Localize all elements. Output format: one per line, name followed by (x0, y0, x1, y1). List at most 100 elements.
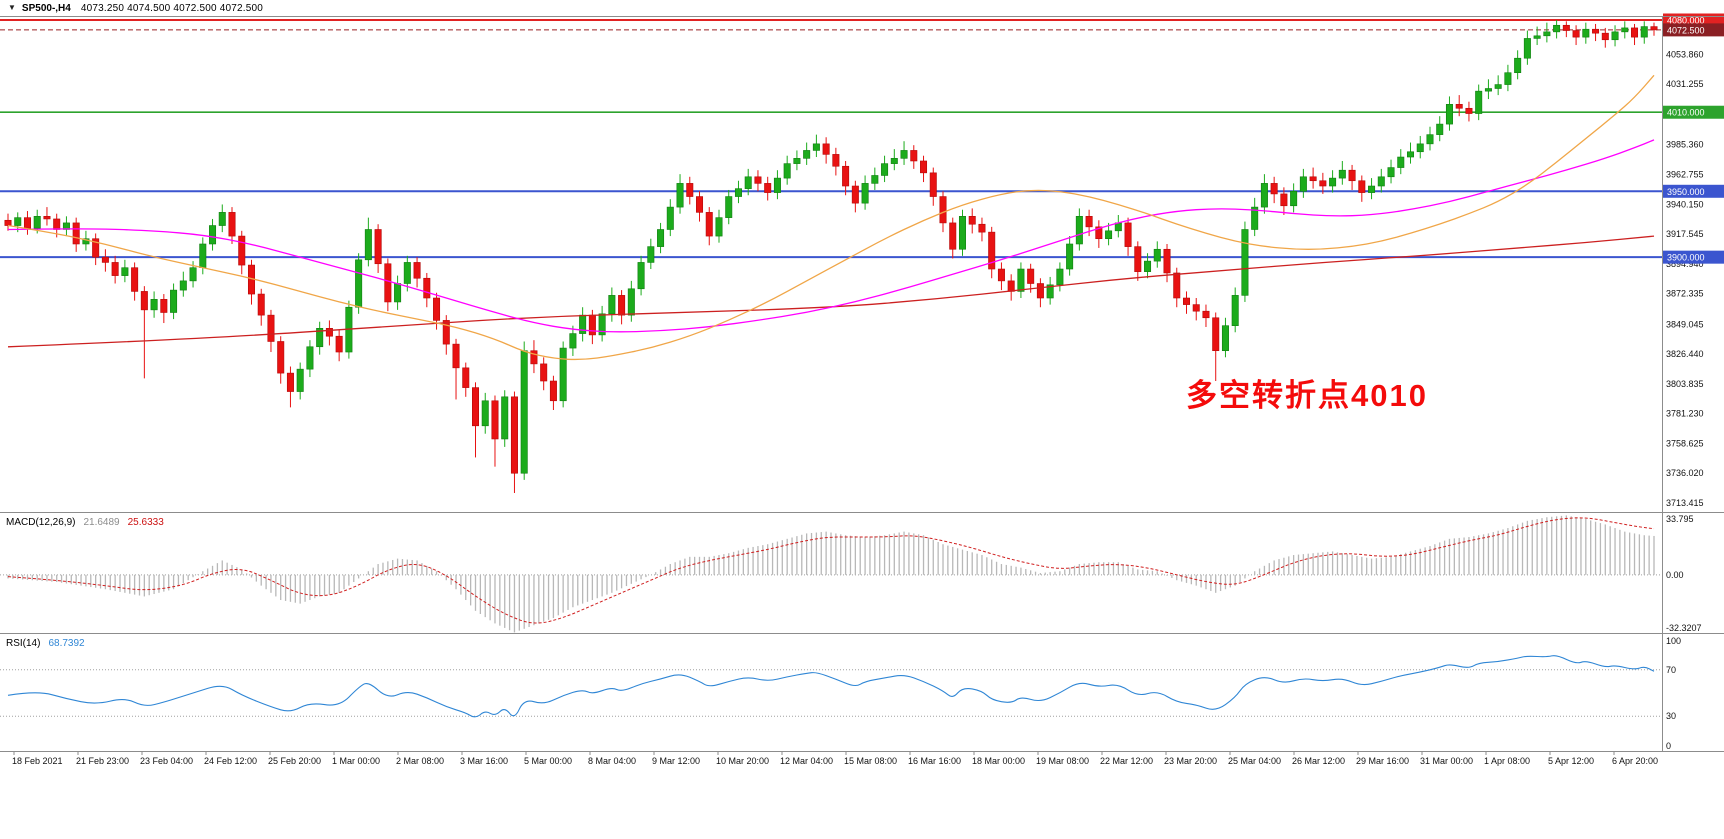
candle-body (491, 400, 499, 440)
price-axis-label: 3849.045 (1666, 319, 1704, 329)
candle-body (43, 216, 51, 220)
candle-body (14, 217, 22, 226)
candle-body (33, 216, 41, 229)
moving-average-slow-red (7, 235, 1655, 348)
candle-body (1650, 26, 1658, 31)
time-axis-label: 5 Apr 12:00 (1548, 756, 1594, 766)
candle-body (82, 238, 90, 245)
time-axis-label: 23 Mar 20:00 (1164, 756, 1217, 766)
time-axis-label: 25 Feb 20:00 (268, 756, 321, 766)
candle-body (793, 158, 801, 164)
candle-body (472, 387, 480, 427)
candle-body (812, 143, 820, 151)
pivot-annotation: 多空转折点4010 (1186, 378, 1428, 413)
candle-body (481, 400, 489, 427)
candle-body (832, 154, 840, 167)
candle-body (501, 396, 509, 440)
candle-body (627, 288, 635, 316)
candle-body (179, 280, 187, 291)
candle-body (520, 350, 528, 474)
candle-body (686, 183, 694, 197)
rsi-axis-label: 100 (1666, 636, 1681, 646)
candle-body (929, 172, 937, 197)
candle-body (364, 229, 372, 261)
candle-body (218, 212, 226, 226)
candle-body (1134, 246, 1142, 272)
price-badge-label: 3950.000 (1667, 187, 1705, 197)
candle-body (1329, 177, 1337, 187)
price-badge-label: 3900.000 (1667, 253, 1705, 263)
rsi-axis-label: 0 (1666, 741, 1671, 751)
candle-body (773, 177, 781, 193)
price-line-badge (1663, 184, 1724, 198)
price-axis-label: 3872.335 (1666, 289, 1704, 299)
candle-body (1533, 35, 1541, 39)
candle-body (900, 150, 908, 159)
candle-body (1475, 90, 1483, 114)
candle-body (131, 267, 139, 292)
candle-body (1543, 31, 1551, 37)
candle-body (510, 396, 518, 474)
candle-body (1387, 167, 1395, 178)
time-axis-label: 18 Mar 00:00 (972, 756, 1025, 766)
candle-body (442, 320, 450, 345)
rsi-line (7, 655, 1655, 718)
candle-body (1270, 183, 1278, 195)
candle-body (72, 222, 80, 245)
rsi-indicator-label: RSI(14) (6, 638, 41, 649)
price-axis-label: 3940.150 (1666, 199, 1704, 209)
candle-body (1036, 283, 1044, 299)
time-axis-label: 9 Mar 12:00 (652, 756, 700, 766)
candle-body (608, 295, 616, 315)
time-axis-label: 21 Feb 23:00 (76, 756, 129, 766)
candle-body (1095, 226, 1103, 240)
candle-body (1153, 248, 1161, 262)
candle-body (1426, 134, 1434, 145)
candle-body (23, 217, 31, 229)
candle-body (170, 289, 178, 313)
candle-body (842, 165, 850, 187)
price-axis-label: 3736.020 (1666, 468, 1704, 478)
rsi-value: 68.7392 (48, 638, 85, 649)
time-axis-label: 12 Mar 04:00 (780, 756, 833, 766)
macd-axis-label: -32.3207 (1666, 623, 1702, 633)
candle-body (150, 299, 158, 311)
time-axis-label: 5 Mar 00:00 (524, 756, 572, 766)
moving-average-mid-magenta (7, 139, 1655, 333)
price-axis-label: 3713.415 (1666, 498, 1704, 508)
candle-body (335, 335, 343, 353)
candle-body (1611, 31, 1619, 41)
price-axis-label: 3781.230 (1666, 409, 1704, 419)
candle-body (1514, 57, 1522, 74)
candle-body (4, 219, 12, 226)
candle-body (1631, 27, 1639, 38)
price-badge-label: 4080.000 (1667, 16, 1705, 26)
candle-body (822, 143, 830, 155)
candle-body (1046, 284, 1054, 299)
candle-body (949, 222, 957, 250)
candle-body (199, 243, 207, 269)
quick-trade-dropdown-icon[interactable]: ▼ (8, 3, 16, 12)
candle-body (1260, 183, 1268, 208)
price-axis-label: 3917.545 (1666, 229, 1704, 239)
candle-body (715, 217, 723, 237)
candle-body (1280, 193, 1288, 207)
candle-body (452, 343, 460, 369)
candle-body (1484, 88, 1492, 92)
candle-body (1202, 310, 1210, 319)
time-axis-label: 19 Mar 08:00 (1036, 756, 1089, 766)
macd-signal-line (7, 517, 1655, 624)
time-axis-label: 31 Mar 00:00 (1420, 756, 1473, 766)
price-axis-label: 3985.360 (1666, 140, 1704, 150)
candle-body (403, 262, 411, 284)
candle-body (1562, 24, 1570, 31)
candle-body (968, 216, 976, 225)
candle-body (1290, 190, 1298, 207)
candle-body (861, 183, 869, 204)
candle-body (355, 259, 363, 308)
candle-body (1572, 30, 1580, 38)
candle-body (316, 328, 324, 348)
time-axis-label: 18 Feb 2021 (12, 756, 63, 766)
candle-body (549, 380, 557, 402)
